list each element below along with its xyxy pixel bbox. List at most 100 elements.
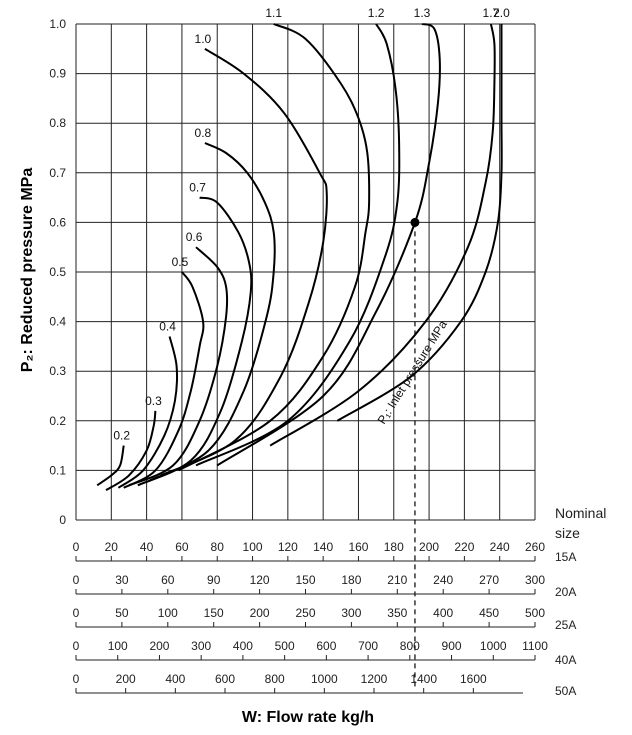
scale-tick-label: 300 — [341, 606, 361, 620]
curve-label-0-4: 0.4 — [159, 319, 176, 333]
curves: 0.2 0.3 0.4 0.5 0.6 0.7 0.8 1.0 1.1 1.2 1.3 1.72.0 — [96, 6, 510, 492]
scale-tick-label: 1000 — [311, 672, 338, 686]
scale-15A: 0 20 40 60 80 100 120 140 160 180 200 220 240 260 15A — [73, 540, 577, 564]
curve-label-1-2: 1.2 — [368, 6, 385, 20]
scale-tick-label: 270 — [479, 573, 499, 587]
scale-tick-label: 200 — [250, 606, 270, 620]
y-axis-title: P₂: Reduced pressure MPa — [19, 168, 36, 373]
curve-p1-2-0 — [336, 24, 503, 422]
curve-p1-0-2 — [96, 445, 125, 487]
scale-tick-label: 150 — [295, 573, 315, 587]
scale-tick-label: 800 — [400, 639, 420, 653]
scale-tick-label: 100 — [243, 540, 263, 554]
scale-tick-label: 100 — [108, 639, 128, 653]
grid — [75, 23, 536, 521]
curve-p1-0-4 — [117, 336, 178, 489]
curve-p1-1-0 — [160, 47, 328, 477]
curve-p1-1-2 — [195, 23, 401, 467]
scale-tick-label: 250 — [295, 606, 315, 620]
nominal-size-25A: 25A — [555, 618, 576, 632]
y-tick-label: 0 — [59, 513, 66, 527]
curve-p1-0-7 — [137, 196, 253, 487]
y-tick-label: 0.6 — [49, 215, 66, 229]
curve-label-2-0: 2.0 — [493, 6, 510, 20]
y-tick-label: 0.4 — [49, 315, 66, 329]
nominal-size-15A: 15A — [555, 550, 576, 564]
y-tick-label: 0.8 — [49, 116, 66, 130]
y-tick-label: 0.9 — [49, 67, 66, 81]
scale-tick-label: 500 — [275, 639, 295, 653]
curve-label-0-6: 0.6 — [186, 230, 203, 244]
curve-label-0-8: 0.8 — [195, 126, 212, 140]
curve-label-1-1: 1.1 — [265, 6, 282, 20]
nominal-size-50A: 50A — [555, 684, 576, 698]
scale-tick-label: 1100 — [522, 639, 548, 653]
scale-tick-label: 400 — [165, 672, 185, 686]
curve-p1-0-8 — [149, 142, 276, 482]
scale-tick-label: 210 — [387, 573, 407, 587]
curve-label-0-7: 0.7 — [189, 181, 206, 195]
y-tick-label: 0.2 — [49, 414, 66, 428]
curve-p1-1-3 — [216, 23, 441, 467]
scale-tick-label: 0 — [73, 573, 80, 587]
scale-tick-label: 200 — [149, 639, 169, 653]
scale-tick-label: 150 — [204, 606, 224, 620]
scale-50A: 0 200 400 600 800 1000 1200 1400 1600 50A — [73, 672, 577, 698]
nominal-size-label-line2: size — [555, 525, 580, 541]
y-tick-label: 1.0 — [49, 17, 66, 31]
scale-tick-label: 30 — [115, 573, 129, 587]
scale-tick-label: 1400 — [410, 672, 437, 686]
scale-tick-label: 80 — [211, 540, 225, 554]
scale-tick-label: 1200 — [361, 672, 388, 686]
curve-label-1-7: 1.7 — [483, 6, 500, 20]
curve-label-0-2: 0.2 — [113, 429, 130, 443]
scale-tick-label: 240 — [433, 573, 453, 587]
scale-tick-label: 700 — [358, 639, 378, 653]
scale-tick-label: 600 — [316, 639, 336, 653]
curve-p1-0-5 — [123, 271, 205, 489]
scale-tick-label: 1000 — [480, 639, 507, 653]
scale-tick-label: 500 — [525, 606, 545, 620]
flow-scales: 0 20 40 60 80 100 120 140 160 180 200 220 240 26015A0… — [73, 540, 577, 698]
scale-tick-label: 40 — [140, 540, 154, 554]
y-tick-label: 0.5 — [49, 265, 66, 279]
scale-tick-label: 50 — [115, 606, 129, 620]
y-tick-label: 0.1 — [49, 463, 66, 477]
curve-p1-1-7 — [269, 23, 496, 447]
curve-label-0-3: 0.3 — [145, 394, 162, 408]
scale-25A: 0 50 100 150 200 250 300 350 400 450 500 25A — [73, 606, 577, 632]
scale-tick-label: 200 — [419, 540, 439, 554]
scale-tick-label: 300 — [191, 639, 211, 653]
scale-tick-label: 800 — [265, 672, 285, 686]
y-tick-label: 0.3 — [49, 364, 66, 378]
curve-label-1-0: 1.0 — [195, 32, 212, 46]
scale-20A: 0 30 60 90 120 150 180 210 240 270 300 20A — [73, 573, 577, 599]
inlet-pressure-label: P₁: Inlet pressure MPa — [375, 318, 450, 427]
nominal-size-label: Nominal — [555, 505, 606, 521]
scale-tick-label: 100 — [158, 606, 178, 620]
scale-tick-label: 240 — [490, 540, 510, 554]
curve-p1-0-6 — [128, 246, 229, 487]
curve-p1-0-3 — [105, 410, 157, 492]
scale-tick-label: 90 — [207, 573, 221, 587]
scale-tick-label: 140 — [313, 540, 333, 554]
scale-tick-label: 200 — [116, 672, 136, 686]
scale-tick-label: 260 — [525, 540, 545, 554]
scale-tick-label: 450 — [479, 606, 499, 620]
curve-p1-1-1 — [177, 23, 371, 472]
scale-tick-label: 60 — [175, 540, 189, 554]
x-axis-title: W: Flow rate kg/h — [242, 709, 374, 726]
scale-tick-label: 180 — [341, 573, 361, 587]
operating-point-marker — [410, 217, 420, 227]
scale-tick-label: 1600 — [460, 672, 487, 686]
scale-tick-label: 350 — [387, 606, 407, 620]
scale-tick-label: 60 — [161, 573, 175, 587]
nominal-size-20A: 20A — [555, 585, 576, 599]
curve-label-0-5: 0.5 — [172, 255, 189, 269]
y-axis-ticks: 0 0.1 0.2 0.3 0.4 0.5 0.6 0.7 0.8 0.9 1.0 — [49, 17, 66, 527]
scale-40A: 0 100 200 300 400 500 600 700 800 900 1000 1100 40A — [73, 639, 577, 667]
scale-tick-label: 120 — [250, 573, 270, 587]
scale-tick-label: 0 — [73, 672, 80, 686]
scale-tick-label: 180 — [384, 540, 404, 554]
